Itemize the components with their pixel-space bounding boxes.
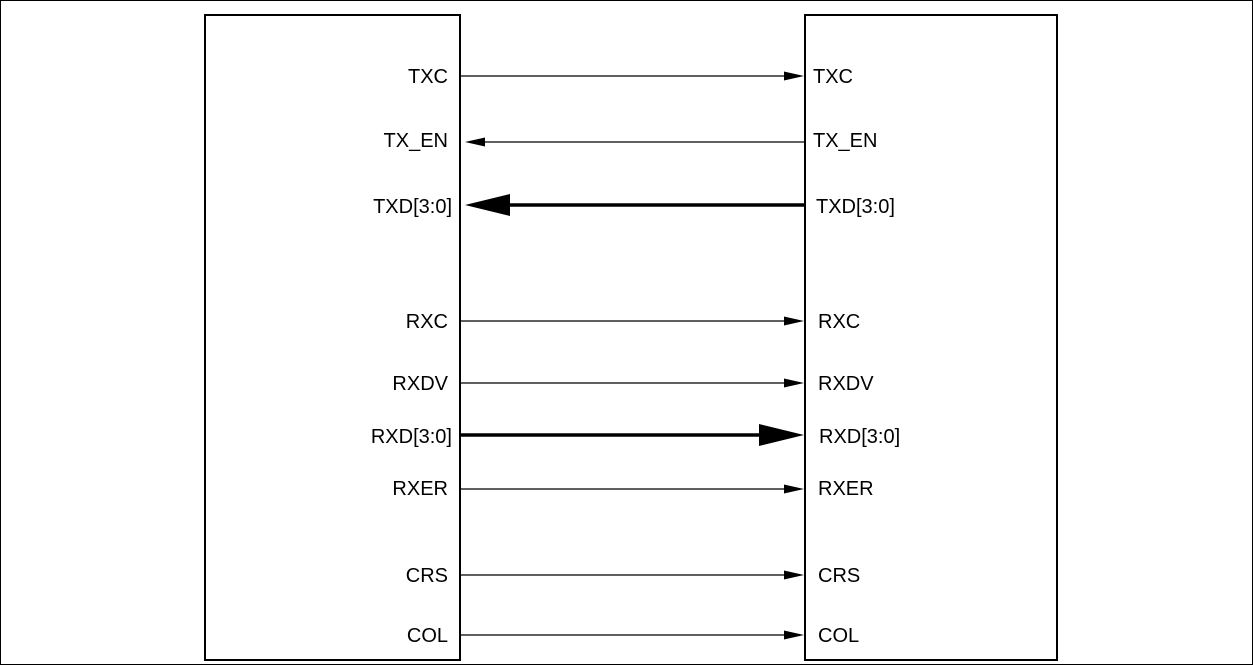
left-label-txd: TXD[3:0] xyxy=(373,196,452,218)
left-labels: TXC TX_EN TXD[3:0] RXC RXDV RXD[3:0] RXE… xyxy=(371,66,452,647)
left-label-col: COL xyxy=(407,625,448,647)
right-block xyxy=(804,14,1058,661)
arrowhead-txc xyxy=(784,71,804,81)
arrowhead-rxd-3-0 xyxy=(759,424,804,446)
arrowhead-rxc xyxy=(784,316,804,326)
left-label-rxc: RXC xyxy=(406,311,448,333)
left-label-tx-en: TX_EN xyxy=(384,130,448,152)
connections xyxy=(461,71,804,640)
arrowhead-txd-3-0 xyxy=(465,194,510,216)
left-label-rxd: RXD[3:0] xyxy=(371,426,452,448)
right-label-rxdv: RXDV xyxy=(818,373,874,395)
right-label-crs: CRS xyxy=(818,565,860,587)
right-label-tx-en: TX_EN xyxy=(813,130,877,152)
left-label-rxdv: RXDV xyxy=(392,373,448,395)
arrowhead-rxdv xyxy=(784,378,804,388)
right-label-txd: TXD[3:0] xyxy=(816,196,895,218)
right-label-rxer: RXER xyxy=(818,478,874,500)
arrowhead-crs xyxy=(784,570,804,580)
arrowhead-rxer xyxy=(784,484,804,494)
arrowhead-tx-en xyxy=(465,137,485,147)
right-label-col: COL xyxy=(818,625,859,647)
right-label-txc: TXC xyxy=(813,66,853,88)
left-block xyxy=(204,14,461,661)
right-labels: TXC TX_EN TXD[3:0] RXC RXDV RXD[3:0] RXE… xyxy=(813,66,900,647)
right-label-rxc: RXC xyxy=(818,311,860,333)
left-label-rxer: RXER xyxy=(392,478,448,500)
left-label-crs: CRS xyxy=(406,565,448,587)
left-label-txc: TXC xyxy=(408,66,448,88)
right-label-rxd: RXD[3:0] xyxy=(819,426,900,448)
arrowhead-col xyxy=(784,630,804,640)
